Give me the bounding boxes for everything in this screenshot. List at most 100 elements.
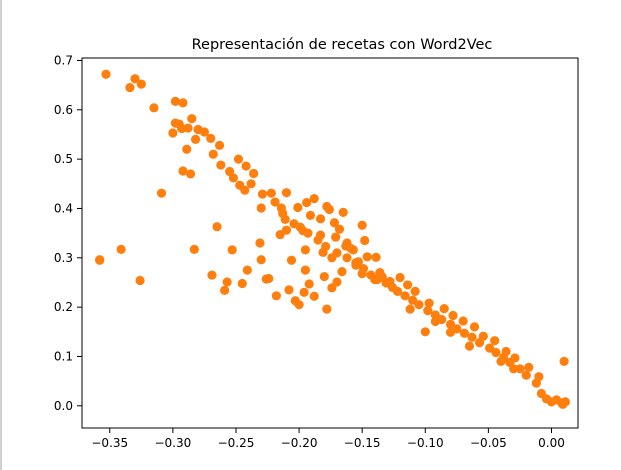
scatter-point: [206, 133, 216, 144]
scatter-point: [300, 265, 310, 275]
scatter-point: [337, 267, 347, 277]
scatter-point: [185, 169, 196, 179]
scatter-point: [346, 243, 356, 254]
scatter-point: [199, 127, 210, 137]
scatter-point: [423, 305, 433, 316]
scatter-point: [331, 232, 341, 242]
scatter-point: [290, 296, 300, 306]
scatter-point: [264, 273, 274, 284]
scatter-point: [300, 245, 310, 255]
y-tick-label: 0.5: [54, 152, 73, 166]
scatter-point: [208, 149, 218, 159]
scatter-point: [136, 79, 146, 89]
scatter-point: [521, 370, 531, 380]
scatter-point: [178, 98, 188, 108]
scatter-point: [410, 286, 420, 296]
scatter-point: [156, 188, 167, 198]
scatter-point: [377, 272, 387, 282]
scatter-point: [168, 128, 178, 138]
scatter-point: [405, 304, 415, 314]
scatter-point: [302, 197, 312, 208]
x-tick-label: 0.00: [538, 436, 565, 450]
scatter-point: [187, 114, 197, 124]
scatter-point: [445, 327, 456, 337]
y-tick-label: 0.1: [54, 349, 73, 363]
scatter-point: [222, 277, 232, 287]
y-tick-label: 0.2: [54, 300, 73, 314]
scatter-point: [322, 304, 332, 314]
y-axis: 0.0 0.1 0.2 0.3 0.4 0.5 0.6 0.7: [54, 53, 82, 413]
scatter-point: [342, 253, 352, 263]
scatter-point: [319, 271, 329, 282]
scatter-point: [241, 161, 251, 171]
scatter-point: [329, 218, 340, 228]
scatter-point: [225, 166, 235, 177]
scatter-point: [559, 356, 569, 366]
scatter-point: [424, 298, 434, 308]
scatter-point: [293, 202, 303, 213]
scatter-point: [189, 244, 199, 255]
scatter-point: [246, 179, 256, 189]
scatter-point: [116, 244, 126, 255]
scatter-point: [240, 185, 250, 195]
scatter-point: [237, 278, 247, 289]
scatter-point: [227, 245, 237, 255]
scatter-point: [318, 247, 328, 257]
scatter-point: [233, 154, 244, 164]
scatter-point: [420, 327, 430, 337]
scatter-point: [464, 341, 475, 351]
scatter-point: [207, 270, 217, 280]
scatter-point: [360, 235, 370, 246]
scatter-point: [362, 252, 372, 262]
x-axis: −0.35 −0.30 −0.25 −0.20 −0.15 −0.10 −0.05 0.00: [91, 428, 565, 450]
scatter-point: [515, 364, 525, 374]
scatter-point: [257, 189, 268, 199]
plot-frame: [81, 57, 579, 429]
scatter-point: [370, 274, 380, 285]
scatter-point: [509, 364, 519, 374]
scatter-point: [315, 214, 326, 224]
scatter-point: [190, 134, 201, 144]
scatter-point: [414, 300, 424, 310]
scatter-point: [305, 210, 316, 220]
x-tick-label: −0.30: [154, 436, 191, 450]
scatter-point: [255, 238, 265, 248]
scatter-point: [327, 283, 337, 293]
scatter-point: [271, 291, 281, 301]
scatter-point: [249, 168, 259, 179]
y-tick-label: 0.6: [54, 103, 73, 117]
scatter-point: [392, 286, 403, 296]
scatter-point: [304, 279, 314, 289]
scatter-point: [309, 194, 319, 204]
scatter-point: [534, 372, 544, 382]
scatter-point: [280, 214, 290, 224]
x-tick-label: −0.05: [470, 436, 507, 450]
scatter-point: [357, 268, 367, 279]
scatter-point: [315, 230, 326, 240]
scatter-point: [496, 356, 506, 366]
scatter-point: [178, 166, 188, 176]
scatter-point: [400, 291, 410, 301]
scatter-point: [149, 103, 159, 113]
scatter-point: [214, 140, 225, 150]
scatter-point: [266, 188, 276, 198]
scatter-point: [183, 123, 193, 133]
scatter-point: [242, 265, 252, 275]
scatter-point: [334, 224, 345, 234]
scatter-point: [130, 74, 140, 84]
y-tick-label: 0.0: [54, 399, 73, 413]
scatter-point: [478, 331, 488, 341]
scatter-point: [510, 353, 520, 363]
scatter-point: [324, 204, 334, 215]
scatter-point: [439, 304, 449, 314]
y-tick-label: 0.3: [54, 251, 73, 265]
scatter-point: [558, 399, 568, 409]
x-tick-label: −0.10: [407, 436, 444, 450]
scatter-point: [281, 225, 292, 235]
chart-title: Representación de recetas con Word2Vec: [192, 37, 493, 53]
scatter-point: [135, 275, 145, 286]
scatter-point: [256, 255, 266, 265]
scatter-point: [299, 287, 309, 297]
scatter-point: [490, 336, 500, 346]
